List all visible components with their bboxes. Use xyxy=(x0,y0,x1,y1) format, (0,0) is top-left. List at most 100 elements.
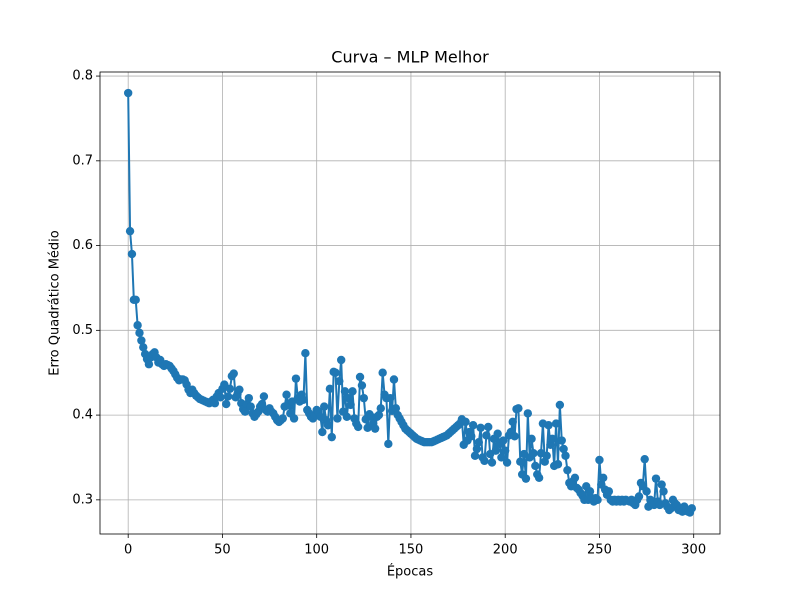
data-point xyxy=(657,480,666,489)
data-point xyxy=(340,387,350,396)
y-tick-label: 0.8 xyxy=(72,69,93,84)
data-point xyxy=(544,421,553,430)
data-point xyxy=(484,422,493,432)
data-point xyxy=(216,393,225,402)
data-point xyxy=(499,436,508,445)
y-axis-label: Erro Quadrático Médio xyxy=(48,230,63,375)
data-point xyxy=(500,446,510,455)
y-tick-label: 0.3 xyxy=(72,492,93,507)
data-point xyxy=(468,421,478,430)
x-tick-label: 200 xyxy=(493,543,518,558)
data-point xyxy=(299,395,308,405)
data-point xyxy=(391,404,401,413)
data-point xyxy=(135,328,144,338)
data-point xyxy=(472,444,482,454)
data-point xyxy=(133,321,142,330)
data-point xyxy=(491,446,500,455)
data-point xyxy=(687,504,697,513)
data-point xyxy=(370,424,380,433)
data-point xyxy=(327,432,336,442)
data-point xyxy=(542,451,551,460)
data-point xyxy=(497,453,506,462)
data-point xyxy=(235,385,244,394)
data-point xyxy=(229,369,238,378)
data-point xyxy=(336,355,346,365)
y-tick-label: 0.6 xyxy=(72,238,93,253)
data-point xyxy=(344,393,353,403)
data-point xyxy=(534,473,544,483)
x-tick-label: 250 xyxy=(587,543,612,558)
x-tick-label: 50 xyxy=(214,543,231,558)
data-point xyxy=(514,404,523,413)
data-point xyxy=(595,455,604,465)
data-point xyxy=(335,376,344,386)
data-point xyxy=(521,474,531,483)
data-point xyxy=(599,473,608,483)
data-point xyxy=(359,393,369,403)
data-point xyxy=(487,458,497,467)
data-point xyxy=(555,400,565,410)
data-point xyxy=(640,454,649,464)
data-point xyxy=(493,429,502,438)
chart-title: Curva – MLP Melhor xyxy=(331,48,489,67)
data-point xyxy=(378,368,387,377)
data-point xyxy=(470,451,480,460)
data-point xyxy=(259,392,269,401)
data-point xyxy=(139,343,148,352)
data-point xyxy=(127,249,137,259)
data-point xyxy=(282,390,291,399)
data-point xyxy=(467,432,476,441)
data-point xyxy=(376,404,385,413)
data-point xyxy=(476,423,485,433)
grid-layer xyxy=(100,72,720,534)
data-point xyxy=(634,492,644,501)
data-point xyxy=(651,474,661,483)
data-point xyxy=(551,419,561,428)
data-point xyxy=(389,375,399,384)
data-point xyxy=(642,487,651,496)
data-point xyxy=(301,349,310,358)
data-point xyxy=(384,439,393,449)
data-point xyxy=(123,88,133,98)
data-point xyxy=(333,414,342,423)
data-point xyxy=(244,393,254,403)
data-point xyxy=(289,414,299,423)
data-point xyxy=(137,336,146,345)
data-point xyxy=(563,465,572,475)
data-point xyxy=(323,421,333,430)
x-axis-label: Épocas xyxy=(387,564,434,580)
data-point xyxy=(144,360,154,369)
data-point xyxy=(357,381,367,390)
x-tick-label: 0 xyxy=(124,543,132,558)
data-point xyxy=(223,392,233,401)
y-tick-label: 0.4 xyxy=(72,408,93,423)
data-point xyxy=(559,444,568,454)
data-point xyxy=(480,456,489,466)
data-point xyxy=(278,414,287,423)
data-point xyxy=(502,458,512,467)
y-tick-label: 0.7 xyxy=(72,153,93,168)
data-point xyxy=(374,410,384,420)
data-point xyxy=(557,436,566,445)
data-point xyxy=(570,473,580,483)
data-point xyxy=(131,295,140,305)
data-point xyxy=(342,412,352,421)
data-point xyxy=(561,451,570,460)
data-point xyxy=(325,384,335,394)
data-point xyxy=(548,434,557,444)
data-point xyxy=(210,399,220,408)
data-point xyxy=(246,402,255,411)
data-point xyxy=(508,417,517,427)
data-point xyxy=(553,460,563,469)
data-point xyxy=(318,427,327,437)
data-point xyxy=(593,495,602,505)
data-point xyxy=(523,409,533,418)
data-point xyxy=(331,368,340,377)
axes-frame xyxy=(99,71,721,535)
data-point xyxy=(474,438,484,447)
data-point xyxy=(291,374,301,383)
data-point xyxy=(348,387,357,396)
data-point xyxy=(585,487,595,496)
